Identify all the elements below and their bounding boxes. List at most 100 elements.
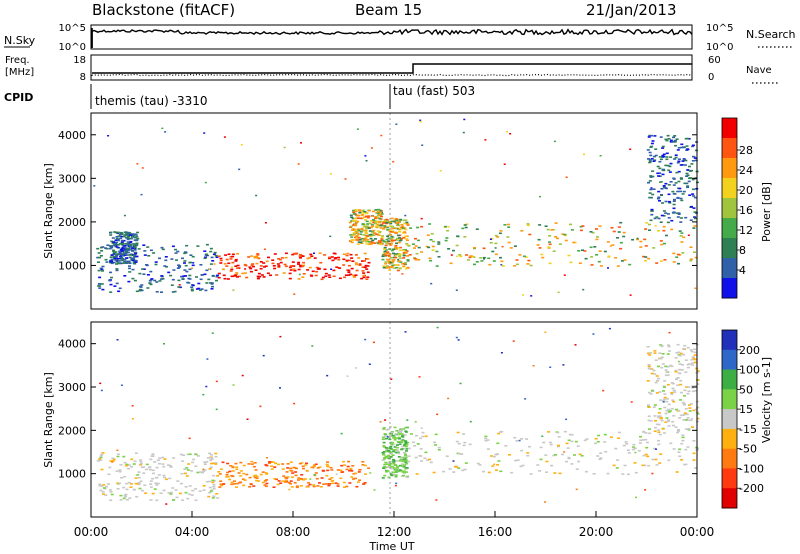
- echo-cell: [384, 446, 388, 449]
- echo-cell: [518, 439, 521, 442]
- echo-cell: [374, 238, 377, 240]
- echo-cell: [525, 438, 529, 440]
- echo-cell: [664, 164, 668, 167]
- echo-cell: [647, 181, 650, 184]
- echo-cell: [283, 263, 287, 266]
- echo-cell: [125, 463, 129, 466]
- echo-cell: [140, 289, 144, 292]
- echo-cell: [675, 352, 679, 354]
- echo-cell: [672, 136, 675, 139]
- echo-cell: [674, 156, 678, 159]
- echo-cell: [358, 263, 362, 265]
- echo-cell: [653, 415, 657, 417]
- echo-cell: [647, 406, 651, 408]
- echo-cell: [407, 460, 411, 463]
- echo-cell: [125, 488, 129, 491]
- echo-cell: [116, 482, 120, 484]
- echo-cell: [351, 465, 355, 467]
- echo-cell: [160, 291, 163, 293]
- echo-cell: [116, 455, 120, 458]
- echo-cell: [662, 168, 665, 171]
- echo-cell: [399, 237, 403, 240]
- echo-cell: [367, 215, 371, 217]
- freq-tick-bottom: 8: [80, 72, 86, 83]
- echo-cell: [662, 229, 666, 232]
- echo-cell: [128, 497, 132, 499]
- echo-cell: [395, 219, 399, 222]
- echo-cell: [233, 480, 236, 482]
- echo-cell: [98, 283, 102, 285]
- echo-cell: [396, 465, 399, 468]
- echo-cell: [378, 231, 382, 233]
- echo-cell: [234, 462, 238, 465]
- echo-cell: [219, 468, 223, 470]
- echo-cell: [100, 468, 104, 471]
- echo-cell: [203, 463, 207, 465]
- echo-cell: [576, 445, 580, 447]
- echo-cell: [313, 257, 317, 259]
- echo-cell: [252, 465, 256, 468]
- echo-cell: [354, 223, 358, 226]
- echo-cell: [351, 227, 355, 230]
- echo-cell: [404, 219, 408, 221]
- echo-cell: [120, 384, 123, 386]
- echo-cell: [374, 216, 378, 218]
- echo-cell: [276, 263, 280, 265]
- echo-cell: [684, 419, 688, 421]
- echo-cell: [628, 263, 632, 266]
- echo-cell: [376, 221, 380, 223]
- echo-cell: [646, 380, 650, 382]
- echo-cell: [138, 272, 142, 275]
- echo-cell: [256, 277, 260, 280]
- echo-cell: [690, 205, 693, 208]
- echo-cell: [459, 255, 463, 258]
- echo-cell: [416, 443, 420, 445]
- echo-cell: [395, 430, 399, 432]
- echo-cell: [112, 261, 116, 264]
- echo-cell: [391, 465, 395, 468]
- echo-cell: [361, 223, 365, 226]
- echo-cell: [599, 457, 603, 459]
- echo-cell: [361, 464, 365, 466]
- echo-cell: [647, 391, 651, 394]
- echo-cell: [354, 231, 358, 234]
- echo-cell: [209, 459, 213, 462]
- echo-cell: [651, 472, 654, 475]
- echo-cell: [644, 438, 648, 441]
- echo-cell: [365, 232, 369, 234]
- echo-cell: [384, 463, 388, 466]
- echo-cell: [522, 294, 524, 296]
- echo-cell: [330, 256, 334, 258]
- echo-cell: [343, 276, 347, 279]
- echo-cell: [616, 459, 620, 461]
- echo-cell: [518, 254, 522, 256]
- echo-cell: [119, 499, 123, 501]
- echo-cell: [667, 184, 671, 186]
- echo-cell: [573, 454, 576, 456]
- echo-cell: [214, 462, 218, 464]
- echo-cell: [283, 146, 286, 149]
- echo-cell: [452, 460, 455, 462]
- echo-cell: [690, 350, 694, 353]
- velocity-echoes: [96, 326, 700, 505]
- echo-cell: [216, 497, 220, 499]
- echo-cell: [123, 275, 127, 277]
- echo-cell: [372, 234, 376, 236]
- echo-cell: [526, 224, 530, 227]
- echo-cell: [343, 464, 347, 466]
- echo-cell: [652, 188, 656, 190]
- echo-cell: [391, 225, 395, 228]
- echo-cell: [659, 158, 663, 161]
- echo-cell: [297, 278, 301, 280]
- echo-cell: [402, 219, 406, 222]
- echo-cell: [691, 364, 695, 366]
- echo-cell: [386, 229, 390, 231]
- echo-cell: [114, 239, 118, 241]
- echo-cell: [386, 235, 390, 238]
- echo-cell: [414, 421, 417, 423]
- echo-cell: [667, 193, 671, 196]
- echo-cell: [93, 185, 96, 187]
- echo-cell: [536, 244, 540, 246]
- echo-cell: [387, 260, 391, 263]
- y-tick-label: 3000: [58, 381, 86, 394]
